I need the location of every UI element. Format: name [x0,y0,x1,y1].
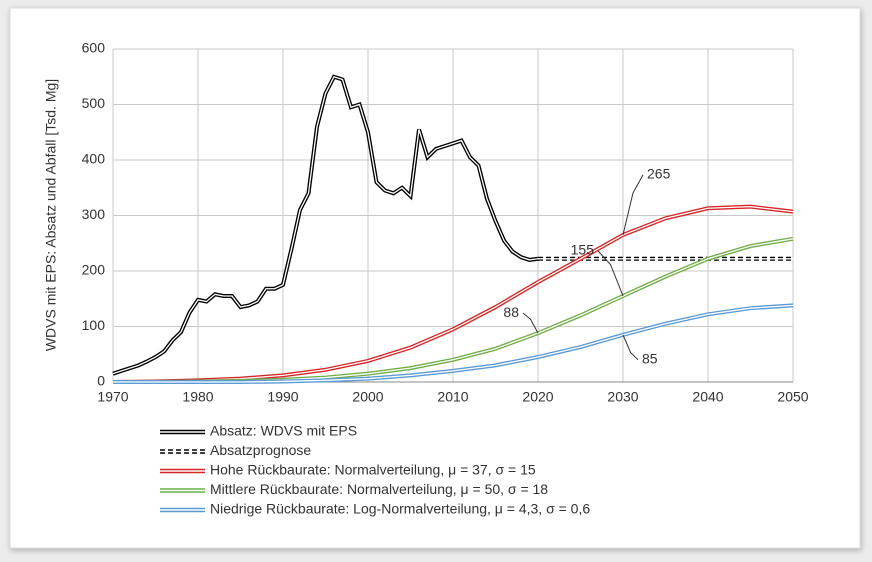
x-tick-label: 1970 [97,389,128,405]
x-tick-label: 2010 [437,389,468,405]
y-axis-label: WDVS mit EPS: Absatz und Abfall [Tsd. Mg… [43,79,59,351]
y-tick-label: 400 [82,151,106,167]
y-tick-label: 500 [82,95,106,111]
y-tick-label: 200 [82,262,106,278]
annotation-leader [622,334,639,361]
x-tick-label: 2050 [777,389,808,405]
y-tick-label: 300 [82,206,106,222]
annotation-leader [597,250,624,297]
x-tick-label: 2020 [522,389,553,405]
card [9,7,861,549]
x-tick-label: 2030 [607,389,638,405]
y-tick-label: 100 [82,317,106,333]
annotation-leader [622,174,644,236]
x-tick-label: 1990 [267,389,298,405]
series-line-inner [113,304,794,383]
series-line-inner [112,75,539,375]
annotation: 265 [647,166,671,182]
y-tick-label: 0 [97,373,105,389]
annotation: 155 [571,242,595,258]
x-tick-label: 1980 [182,389,213,405]
legend-label: Mittlere Rückbaurate: Normalverteilung, … [210,481,548,497]
y-tick-label: 600 [82,40,106,56]
legend-label: Niedrige Rückbaurate: Log-Normalverteilu… [210,501,590,517]
x-tick-label: 2040 [692,389,723,405]
x-tick-label: 2000 [352,389,383,405]
annotation-leader [522,312,539,334]
annotation: 85 [642,351,658,367]
legend-label: Hohe Rückbaurate: Normalverteilung, μ = … [210,462,536,478]
annotation: 88 [503,304,519,320]
legend-label: Absatz: WDVS mit EPS [210,423,357,439]
legend-label: Absatzprognose [210,442,311,458]
